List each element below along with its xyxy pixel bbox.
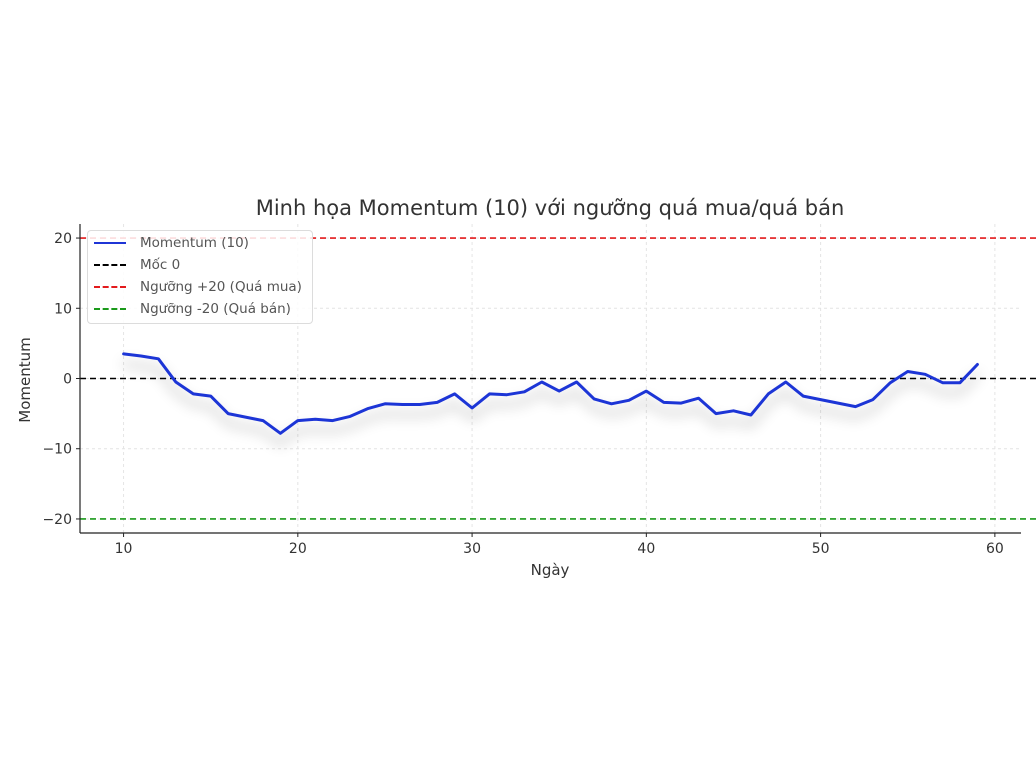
y-tick-label: −10	[42, 442, 72, 458]
legend-label: Mốc 0	[140, 257, 181, 273]
y-axis-label: Momentum	[16, 337, 34, 422]
y-tick-label: 0	[63, 372, 72, 388]
y-axis-ticks: −20 −10 0 10 20	[42, 231, 80, 528]
legend-item-momentum: Momentum (10)	[88, 233, 249, 253]
legend-item-zero-line: Mốc 0	[88, 255, 180, 275]
y-tick-label: 20	[54, 231, 72, 247]
legend-label: Ngưỡng +20 (Quá mua)	[140, 279, 302, 295]
y-tick-label: 10	[54, 301, 72, 317]
chart-title: Minh họa Momentum (10) với ngưỡng quá mu…	[256, 196, 845, 220]
legend-label: Ngưỡng -20 (Quá bán)	[140, 301, 291, 317]
x-tick-label: 20	[289, 541, 307, 557]
legend-item-oversold: Ngưỡng -20 (Quá bán)	[88, 299, 291, 319]
x-tick-label: 40	[637, 541, 655, 557]
legend-swatch-dashed-red	[94, 286, 126, 288]
legend-label: Momentum (10)	[140, 235, 249, 251]
x-tick-label: 60	[986, 541, 1004, 557]
x-tick-label: 50	[812, 541, 830, 557]
legend: Momentum (10) Mốc 0 Ngưỡng +20 (Quá mua)…	[87, 230, 313, 324]
x-tick-label: 10	[115, 541, 133, 557]
legend-swatch-dashed-green	[94, 308, 126, 310]
legend-swatch-dashed-black	[94, 264, 126, 266]
legend-swatch-solid-blue	[94, 242, 126, 244]
momentum-series	[122, 352, 979, 435]
legend-item-overbought: Ngưỡng +20 (Quá mua)	[88, 277, 302, 297]
y-tick-label: −20	[42, 512, 72, 528]
x-tick-label: 30	[463, 541, 481, 557]
momentum-line	[122, 352, 979, 435]
x-axis-ticks: 10 20 30 40 50 60	[115, 533, 1004, 557]
x-axis-label: Ngày	[531, 561, 570, 579]
